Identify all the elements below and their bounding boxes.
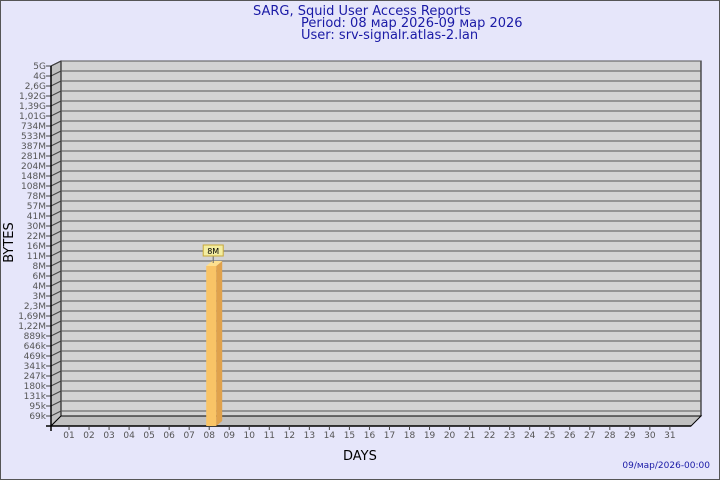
x-tick-label: 26 xyxy=(564,431,576,441)
plot-back-wall xyxy=(60,60,702,417)
chart-period: Period: 08 мар 2026-09 мар 2026 xyxy=(301,16,523,31)
y-axis-label: BYTES xyxy=(1,222,17,263)
chart-user: User: srv-signalr.atlas-2.lan xyxy=(301,28,479,43)
x-tick-label: 22 xyxy=(484,431,495,441)
y-tick-label: 1,22M xyxy=(18,322,46,332)
x-tick-label: 16 xyxy=(364,431,376,441)
y-tick-label: 95k xyxy=(29,402,46,412)
y-tick-label: 387M xyxy=(21,142,46,152)
x-tick-label: 20 xyxy=(444,431,456,441)
y-tick-label: 108M xyxy=(21,182,46,192)
y-tick-label: 22M xyxy=(27,232,46,242)
x-tick-label: 08 xyxy=(203,431,215,441)
data-label: 8M xyxy=(207,247,219,256)
y-tick-label: 1,92G xyxy=(19,92,46,102)
x-tick-label: 09 xyxy=(224,431,236,441)
x-tick-label: 07 xyxy=(183,431,194,441)
x-tick-label: 19 xyxy=(424,431,436,441)
y-tick-label: 4G xyxy=(33,72,46,82)
y-tick-label: 1,69M xyxy=(18,312,46,322)
y-tick-label: 41M xyxy=(27,212,46,222)
x-tick-label: 31 xyxy=(664,431,675,441)
y-tick-label: 180k xyxy=(24,382,47,392)
x-tick-label: 25 xyxy=(544,431,555,441)
x-tick-label: 15 xyxy=(344,431,355,441)
y-tick-label: 4M xyxy=(33,282,47,292)
y-tick-label: 281M xyxy=(21,152,46,162)
y-tick-label: 11M xyxy=(27,252,46,262)
y-tick-label: 131k xyxy=(24,392,47,402)
y-tick-label: 6M xyxy=(33,272,47,282)
x-tick-label: 14 xyxy=(324,431,336,441)
y-tick-label: 78M xyxy=(27,192,46,202)
x-tick-label: 11 xyxy=(264,431,275,441)
y-tick-label: 30M xyxy=(27,222,46,232)
x-tick-label: 17 xyxy=(384,431,395,441)
y-tick-label: 2,3M xyxy=(24,302,46,312)
data-label-box xyxy=(202,244,224,257)
x-tick-label: 23 xyxy=(504,431,515,441)
y-tick-label: 16M xyxy=(27,242,46,252)
y-tick-label: 57M xyxy=(27,202,46,212)
y-tick-label: 646k xyxy=(24,342,47,352)
y-tick-label: 1,39G xyxy=(19,102,46,112)
x-tick-label: 10 xyxy=(244,431,256,441)
y-tick-label: 889k xyxy=(24,332,47,342)
x-tick-label: 03 xyxy=(103,431,114,441)
y-tick-label: 3M xyxy=(33,292,47,302)
x-tick-label: 01 xyxy=(63,431,74,441)
footer-timestamp: 09/мар/2026-00:00 xyxy=(622,461,710,471)
plot-floor xyxy=(49,415,703,427)
x-tick-label: 06 xyxy=(163,431,175,441)
x-tick-label: 05 xyxy=(143,431,154,441)
x-tick-label: 29 xyxy=(624,431,636,441)
y-tick-label: 734M xyxy=(21,122,46,132)
x-tick-label: 04 xyxy=(123,431,135,441)
y-tick-label: 533M xyxy=(21,132,46,142)
y-tick-label: 5G xyxy=(33,62,46,72)
x-axis-label: DAYS xyxy=(343,449,377,464)
y-tick-label: 1,01G xyxy=(19,112,46,122)
y-tick-label: 69k xyxy=(29,412,46,422)
x-tick-label: 24 xyxy=(524,431,536,441)
bar-top xyxy=(206,261,223,266)
x-tick-label: 12 xyxy=(284,431,295,441)
y-tick-label: 2,6G xyxy=(25,82,46,92)
y-tick-label: 148M xyxy=(21,172,46,182)
y-tick-label: 8M xyxy=(33,262,47,272)
bar-front xyxy=(206,266,217,426)
x-tick-label: 27 xyxy=(584,431,595,441)
bar-side xyxy=(216,261,223,426)
y-tick-label: 204M xyxy=(21,162,46,172)
chart-title: SARG, Squid User Access Reports xyxy=(253,4,471,19)
x-tick-label: 18 xyxy=(404,431,416,441)
x-tick-label: 28 xyxy=(604,431,616,441)
x-tick-label: 21 xyxy=(464,431,475,441)
x-tick-label: 02 xyxy=(83,431,94,441)
x-tick-label: 13 xyxy=(304,431,315,441)
y-tick-label: 469k xyxy=(24,352,47,362)
x-tick-label: 30 xyxy=(644,431,656,441)
y-tick-label: 247k xyxy=(24,372,47,382)
y-tick-label: 341k xyxy=(24,362,47,372)
